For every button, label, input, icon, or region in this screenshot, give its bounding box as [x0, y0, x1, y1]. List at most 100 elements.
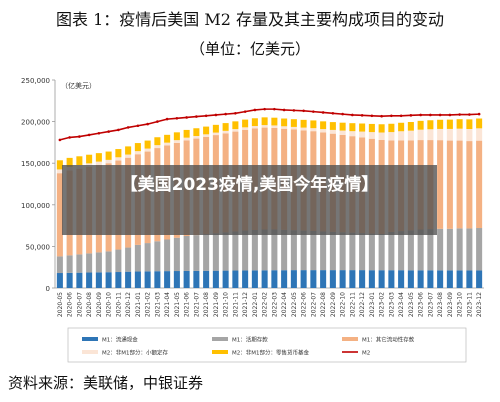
x-tick-label: 2020-12 [125, 292, 132, 317]
bar-segment [446, 228, 453, 271]
bar-segment [290, 119, 297, 127]
bar-segment [388, 231, 395, 271]
x-tick-label: 2023-12 [476, 292, 483, 317]
bar-segment [76, 254, 83, 273]
bar-segment [251, 230, 258, 271]
y-axis-label: （亿美元） [61, 81, 96, 90]
legend-swatch [212, 350, 228, 354]
m2-point [58, 138, 62, 142]
bar-segment [134, 143, 141, 152]
m2-point [321, 111, 325, 114]
y-tick-label: 0 [46, 285, 50, 293]
legend-swatch [342, 337, 358, 341]
m2-point [185, 116, 188, 119]
bar-segment [290, 126, 297, 130]
x-tick-label: 2023-08 [437, 292, 444, 317]
source-note: 资料来源：美联储，中银证券 [8, 374, 204, 392]
bar-segment [290, 230, 297, 271]
bar-segment [427, 120, 434, 130]
bar-segment [378, 132, 385, 140]
bar-segment [310, 120, 317, 129]
bar-segment [329, 231, 336, 271]
bar-segment [349, 232, 356, 271]
x-tick-label: 2022-04 [281, 292, 288, 317]
bar-segment [290, 270, 297, 288]
bar-segment [359, 123, 366, 132]
bar-segment [446, 140, 453, 229]
bar-segment [466, 270, 473, 288]
m2-stacked-bar-chart: 0 50,000 100,000 150,000 200,000 250,000 （亿美元）… [21, 77, 484, 363]
x-tick-label: 2023-02 [379, 292, 386, 317]
m2-point [78, 135, 81, 138]
x-tick-label: 2020-11 [115, 292, 122, 317]
bar-segment [115, 157, 122, 161]
bar-segment [349, 131, 356, 137]
bar-segment [203, 234, 210, 271]
m2-point [156, 120, 159, 123]
bar-segment [193, 128, 200, 136]
m2-point [409, 114, 413, 117]
m2-point [468, 113, 471, 116]
bar-segment [66, 157, 73, 167]
bar-segment [56, 173, 63, 257]
bar-segment [105, 272, 112, 288]
x-tick-label: 2022-02 [262, 292, 269, 317]
bar-segment [300, 119, 307, 128]
bar-segment [437, 140, 444, 229]
bar-segment [193, 135, 200, 139]
x-tick-label: 2022-03 [271, 292, 278, 317]
bar-segment [466, 141, 473, 229]
legend-label: M1：活期存款 [232, 336, 268, 344]
bar-segment [281, 118, 288, 127]
bar-segment [95, 161, 102, 166]
x-tick-label: 2023-07 [427, 292, 434, 317]
m2-point [292, 109, 296, 112]
bar-segment [125, 154, 132, 158]
m2-point [243, 110, 247, 113]
bar-segment [320, 129, 327, 133]
bar-segment [183, 137, 190, 141]
x-tick-label: 2020-09 [96, 292, 103, 317]
bar-segment [310, 270, 317, 288]
m2-line [59, 108, 480, 141]
x-tick-label: 2023-03 [388, 292, 395, 317]
bar-segment [193, 270, 200, 288]
x-tick-label: 2022-01 [252, 292, 259, 317]
bar-segment [329, 122, 336, 130]
bar-segment [173, 140, 180, 143]
bar-segment [398, 131, 405, 141]
bar-segment [476, 270, 483, 288]
bar-segment [125, 146, 132, 155]
m2-point [438, 113, 442, 117]
bar-segment [427, 270, 434, 288]
bar-segment [407, 122, 414, 131]
bar-segment [76, 272, 83, 288]
bar-segment [56, 169, 63, 174]
bar-segment [105, 251, 112, 273]
bar-segment [86, 154, 93, 164]
bar-segment [281, 229, 288, 271]
x-tick-label: 2022-09 [330, 292, 337, 317]
m2-point [390, 114, 393, 118]
bar-segment [437, 228, 444, 271]
m2-point [448, 113, 452, 117]
bar-segment [56, 256, 63, 274]
bar-segment [378, 270, 385, 288]
bar-segment [359, 131, 366, 138]
bar-segment [261, 117, 268, 126]
bar-segment [456, 270, 463, 288]
bar-segment [242, 230, 249, 271]
legend-swatch [82, 337, 98, 341]
m2-point [282, 108, 286, 112]
bar-segment [183, 129, 190, 138]
x-tick-label: 2022-07 [310, 292, 317, 317]
bar-segment [144, 140, 151, 149]
bar-segment [203, 134, 210, 137]
bar-segment [310, 128, 317, 132]
bar-segment [232, 231, 239, 271]
legend-label: M1：其它流动性存款 [362, 336, 415, 344]
x-tick-label: 2021-12 [242, 292, 249, 317]
m2-point [68, 136, 71, 139]
bar-segment [66, 255, 73, 273]
bar-segment [417, 120, 424, 130]
